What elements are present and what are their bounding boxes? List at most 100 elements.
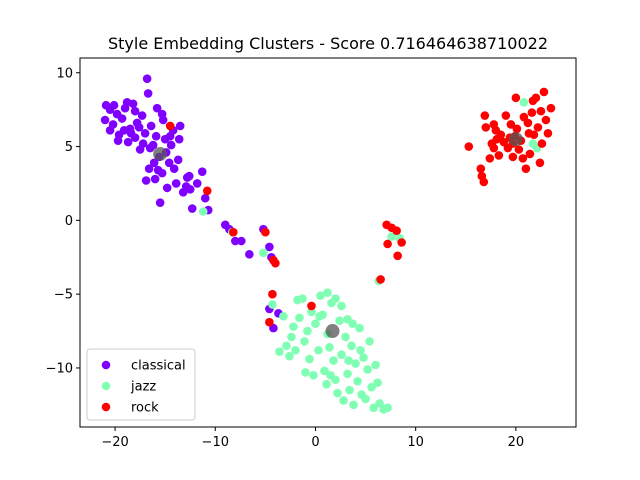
rock-point bbox=[525, 149, 535, 159]
jazz-point bbox=[335, 316, 344, 326]
points-layer bbox=[100, 74, 556, 414]
jazz-point bbox=[315, 312, 324, 321]
plot-frame bbox=[79, 57, 577, 428]
jazz-point bbox=[303, 326, 312, 336]
jazz-point bbox=[326, 371, 335, 380]
classical-point bbox=[185, 185, 195, 194]
rock-point bbox=[271, 258, 280, 268]
classical-point bbox=[105, 126, 115, 135]
y-tick-label: −5 bbox=[54, 288, 73, 303]
classical-point bbox=[187, 204, 197, 213]
jazz-point bbox=[325, 343, 334, 352]
y-tick-label: 5 bbox=[65, 140, 73, 155]
jazz-point bbox=[268, 300, 277, 309]
rock-point bbox=[523, 118, 533, 128]
rock-point bbox=[512, 124, 522, 134]
classical-point bbox=[175, 121, 185, 131]
series-rock bbox=[165, 87, 556, 327]
jazz-point bbox=[300, 337, 309, 346]
rock-point bbox=[479, 177, 489, 187]
rock-point bbox=[383, 239, 392, 249]
x-tick-label: −10 bbox=[202, 435, 229, 450]
rock-point bbox=[492, 134, 502, 144]
centroid-marker bbox=[153, 146, 168, 161]
classical-point bbox=[166, 140, 176, 150]
classical-point bbox=[134, 123, 144, 132]
rock-point bbox=[524, 128, 534, 138]
classical-point bbox=[182, 173, 192, 182]
classical-point bbox=[113, 136, 123, 145]
chart-title: Style Embedding Clusters - Score 0.71646… bbox=[108, 34, 548, 53]
classical-point bbox=[165, 131, 175, 141]
rock-point bbox=[480, 111, 490, 120]
jazz-point bbox=[279, 312, 288, 321]
classical-point bbox=[162, 183, 172, 193]
jazz-point bbox=[356, 345, 365, 355]
rock-point bbox=[165, 121, 175, 131]
classical-point bbox=[122, 97, 132, 107]
rock-point bbox=[539, 87, 549, 97]
x-tick-label: 20 bbox=[508, 435, 525, 450]
rock-point bbox=[527, 108, 537, 117]
legend-marker-classical bbox=[101, 360, 111, 370]
classical-point bbox=[140, 128, 150, 138]
classical-point bbox=[101, 100, 111, 110]
jazz-point bbox=[344, 356, 353, 365]
classical-point bbox=[144, 164, 154, 173]
jazz-point bbox=[309, 371, 318, 380]
legend-marker-jazz bbox=[101, 381, 111, 391]
jazz-point bbox=[373, 378, 382, 388]
y-tick-label: 10 bbox=[56, 66, 73, 81]
classical-point bbox=[138, 139, 148, 148]
jazz-point bbox=[316, 291, 325, 300]
x-tick-label: 0 bbox=[311, 435, 319, 450]
rock-point bbox=[521, 164, 531, 173]
jazz-point bbox=[355, 323, 364, 333]
jazz-point bbox=[348, 319, 357, 328]
rock-point bbox=[536, 106, 546, 116]
rock-point bbox=[501, 111, 511, 120]
jazz-point bbox=[339, 396, 348, 405]
rock-point bbox=[537, 139, 547, 148]
classical-point bbox=[143, 89, 153, 98]
classical-point bbox=[192, 179, 202, 188]
rock-point bbox=[514, 145, 524, 154]
plot-area bbox=[79, 57, 577, 428]
rock-point bbox=[485, 154, 495, 163]
rock-point bbox=[506, 120, 516, 129]
jazz-point bbox=[285, 351, 294, 361]
classical-point bbox=[169, 164, 179, 173]
centroid-marker bbox=[325, 324, 340, 339]
x-axis: −20 −10 0 10 20 bbox=[101, 427, 524, 450]
jazz-point bbox=[198, 207, 208, 216]
rock-point bbox=[543, 128, 553, 138]
rock-point bbox=[464, 142, 474, 151]
legend-label-jazz: jazz bbox=[130, 380, 156, 395]
jazz-point bbox=[320, 366, 329, 376]
classical-point bbox=[145, 143, 155, 153]
jazz-point bbox=[369, 403, 378, 413]
classical-point bbox=[117, 114, 127, 123]
jazz-point bbox=[361, 394, 370, 404]
centroid-layer bbox=[153, 132, 523, 339]
x-tick-label: 10 bbox=[407, 435, 424, 450]
rock-point bbox=[518, 154, 528, 163]
legend: classical jazz rock bbox=[86, 348, 196, 421]
jazz-point bbox=[359, 353, 368, 362]
classical-point bbox=[149, 158, 159, 168]
jazz-point bbox=[291, 345, 300, 355]
classical-point bbox=[130, 106, 140, 116]
classical-point bbox=[231, 236, 240, 246]
jazz-point bbox=[259, 248, 268, 258]
jazz-point bbox=[387, 232, 396, 241]
rock-point bbox=[229, 227, 238, 237]
rock-point bbox=[533, 123, 543, 132]
jazz-point bbox=[343, 369, 352, 379]
classical-point bbox=[265, 242, 274, 252]
jazz-point bbox=[282, 341, 291, 351]
jazz-point bbox=[345, 385, 354, 395]
rock-point bbox=[268, 289, 277, 299]
classical-point bbox=[109, 100, 119, 110]
rock-point bbox=[511, 93, 521, 103]
